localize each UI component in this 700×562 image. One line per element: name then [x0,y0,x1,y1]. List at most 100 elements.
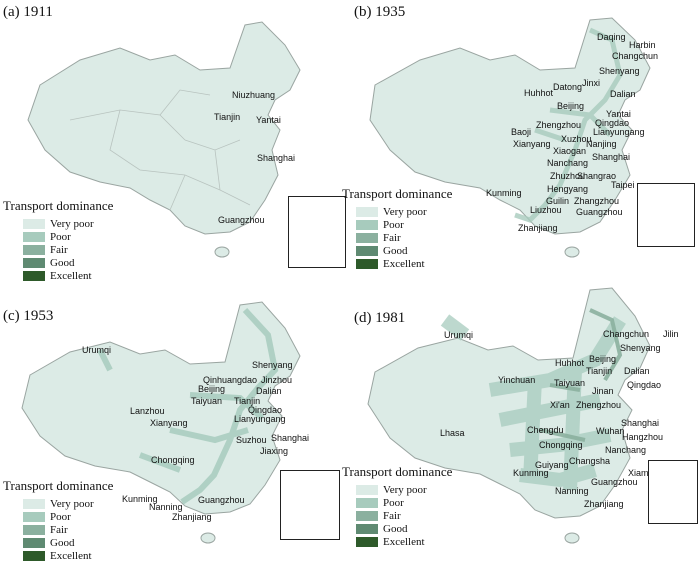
panel-title: (d) 1981 [354,310,406,326]
city-label: Zhanjiang [518,223,558,233]
legend-rows: Very poor Poor Fair Good Excellent [342,483,452,548]
city-label: Kunming [122,494,158,504]
city-label: Zhengzhou [576,400,622,410]
legend-item: Very poor [356,205,452,218]
city-label: Beijing [589,354,617,364]
legend: Transport dominance Very poor Poor Fair Goo… [3,478,113,562]
panel-title: (b) 1935 [354,4,406,20]
city-label: Xuzhou [561,134,592,144]
city-label: Urumqi [82,345,112,355]
legend-title: Transport dominance [342,186,453,201]
china-map [21,301,301,544]
city-label: Yinchuan [498,375,536,385]
city-label: Chongqing [539,440,583,450]
city-label: Jilin [663,329,679,339]
city-label: Changsha [569,456,611,466]
china-map [367,287,651,544]
legend-label: Good [50,256,75,269]
city-label: Taiyuan [191,396,223,406]
city-label: Lanzhou [130,406,165,416]
legend-item: Fair [23,243,113,256]
city-label: Guangzhou [591,477,638,487]
legend-label: Very poor [50,217,94,230]
city-label: Shangrao [577,171,617,181]
city-label: Qinhuangdao [203,375,258,385]
legend-rows: Very poor Poor Fair Good Excellent [342,205,452,270]
legend-swatch [356,523,378,534]
legend-item: Poor [23,510,113,523]
legend-item: Good [23,256,113,269]
city-label: Huhhot [524,88,554,98]
legend-swatch [356,497,378,508]
legend-swatch [23,550,45,561]
legend-swatch [23,537,45,548]
city-label: Lhasa [440,428,465,438]
city-label: Nanchang [605,445,647,455]
legend-swatch [23,231,45,242]
city-label: Dalian [624,366,650,376]
panel-1911: (a) 1911 Niuzhuang Tianjin Yantai Shangh… [0,0,350,282]
city-label: Shanghai [257,153,296,163]
city-label: Jinzhou [261,375,293,385]
legend-label: Very poor [383,205,427,218]
city-label: Tianjin [234,396,261,406]
legend-title: Transport dominance [3,198,114,213]
city-label: Dalian [610,89,636,99]
city-label: Jinan [592,386,614,396]
city-label: Shenyang [252,360,293,370]
legend-swatch [23,524,45,535]
legend-label: Poor [50,230,71,243]
city-label: Changchun [603,329,650,339]
city-label: Lianyungang [234,414,286,424]
city-label: Zhuzhou [550,171,586,181]
city-label: Hengyang [547,184,589,194]
city-label: Zhanjiang [172,512,212,522]
city-label: Changchun [612,51,659,61]
legend-label: Fair [50,243,68,256]
legend-label: Fair [383,231,401,244]
legend-swatch [23,244,45,255]
panel-1981: (d) 1981 Urumqi Changchun Jilin Shenyang… [342,280,700,559]
city-label: Liuzhou [530,205,562,215]
legend-label: Good [383,522,408,535]
legend-label: Fair [50,523,68,536]
city-label: Yantai [256,115,281,125]
legend-label: Good [50,536,75,549]
legend-title: Transport dominance [342,464,453,479]
legend-swatch [23,257,45,268]
legend-item: Fair [23,523,113,536]
city-label: Qingdao [248,405,283,415]
city-label: Hangzhou [622,432,664,442]
legend-label: Poor [383,496,404,509]
city-label: Yantai [606,109,631,119]
legend-label: Poor [383,218,404,231]
city-label: Urumqi [444,330,474,340]
city-label: Tianjin [586,366,613,376]
city-label: Jinxi [582,78,601,88]
south-china-sea-inset [288,196,346,268]
legend-swatch [356,258,378,269]
city-label: Chongqing [151,455,195,465]
city-label: Datong [553,82,583,92]
legend-swatch [356,484,378,495]
city-label: Lianyungang [593,127,645,137]
legend-item: Good [356,522,452,535]
city-label: Zhangzhou [574,196,620,206]
city-label: Zhanjiang [584,499,624,509]
legend-rows: Very poor Poor Fair Good Excellent [3,217,113,282]
panel-1953: (c) 1953 Urumqi Shenyang Qinhuangdao Jin… [0,280,350,562]
city-label: Huhhot [555,358,585,368]
legend: Transport dominance Very poor Poor Fair Goo… [3,198,113,282]
city-label: Guiyang [535,460,569,470]
city-label: Tianjin [214,112,241,122]
city-label: Dalian [256,386,282,396]
city-label: Kunming [513,468,549,478]
china-map [27,21,301,258]
legend-label: Excellent [50,549,92,562]
city-label: Suzhou [236,435,267,445]
south-china-sea-inset [280,470,340,540]
legend-label: Excellent [50,269,92,282]
city-label: Taiyuan [554,378,586,388]
city-label: Xiamen [628,468,659,478]
city-label: Qingdao [627,380,662,390]
